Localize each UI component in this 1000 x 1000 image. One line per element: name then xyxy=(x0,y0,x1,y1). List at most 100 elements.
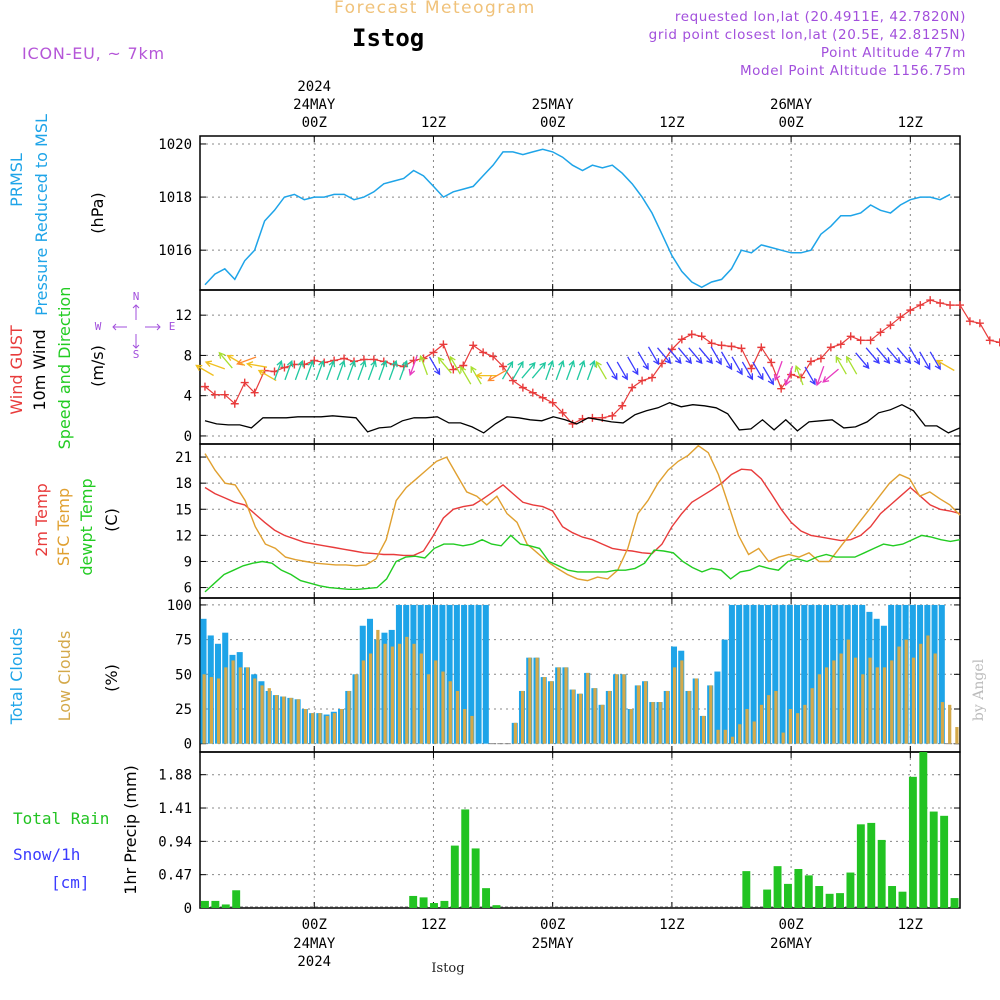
low-cloud-bar xyxy=(289,697,293,744)
low-cloud-bar xyxy=(875,667,879,744)
precip-bar xyxy=(888,886,897,908)
credit-label: by Angel xyxy=(971,658,987,721)
y-tick-label: 25 xyxy=(175,702,192,718)
precip-bar xyxy=(836,893,844,908)
low-cloud-bar xyxy=(332,713,337,744)
wind-speed-line xyxy=(204,402,961,434)
y-tick-label: 75 xyxy=(175,633,192,649)
low-cloud-bar xyxy=(738,724,742,744)
precip-bar xyxy=(742,871,751,908)
wind-direction-arrow xyxy=(487,370,507,382)
wind-direction-arrow xyxy=(195,364,214,377)
panel-0: 1016 1018 1020 xyxy=(158,135,961,291)
wind-direction-arrow xyxy=(815,365,825,387)
panel-1: 0 4 8 12 xyxy=(175,289,961,445)
wind-direction-arrow xyxy=(367,359,377,381)
wind-direction-arrow xyxy=(357,359,367,381)
wind-direction-arrow xyxy=(346,359,356,381)
wind-direction-arrow xyxy=(460,365,472,385)
top-date-label: 26MAY xyxy=(770,97,813,113)
precip-bar xyxy=(940,815,949,908)
wind-direction-arrow xyxy=(218,351,233,369)
top-hour-label: 00Z xyxy=(778,115,803,131)
low-cloud-bar xyxy=(463,708,467,744)
low-cloud-bar xyxy=(397,643,402,744)
precip-bar xyxy=(450,845,459,908)
wind-direction-arrow xyxy=(449,355,461,375)
low-cloud-bar xyxy=(600,704,604,744)
gust-marker xyxy=(777,384,786,393)
precip-bar xyxy=(471,848,480,908)
compass-e: E xyxy=(169,320,176,333)
gust-marker xyxy=(687,330,696,339)
wind-direction-arrow xyxy=(336,359,346,381)
gust-marker xyxy=(230,399,239,408)
gust-marker xyxy=(916,301,925,310)
gust-marker xyxy=(826,343,835,352)
low-cloud-bar xyxy=(318,713,322,744)
gust-marker xyxy=(747,364,756,373)
precip-bar xyxy=(461,809,470,908)
bottom-hour-label: 12Z xyxy=(659,917,684,933)
low-cloud-bar xyxy=(209,677,214,744)
gust-label: Wind GUST xyxy=(7,325,26,415)
total-cloud-bar xyxy=(859,604,866,744)
precip-bar xyxy=(877,839,886,908)
total-cloud-bar xyxy=(772,604,779,744)
gust-marker xyxy=(638,376,647,385)
temp-2m-label: 2m Temp xyxy=(32,483,51,557)
total-cloud-bar xyxy=(482,604,489,744)
total-cloud-bar xyxy=(765,604,772,744)
requested-coords: requested lon,lat (20.4911E, 42.7820N) xyxy=(674,9,966,25)
low-cloud-bar xyxy=(549,681,554,744)
gust-marker xyxy=(240,378,249,387)
low-cloud-bar xyxy=(911,657,916,744)
model-label: ICON-EU, ~ 7km xyxy=(22,44,165,63)
wind-direction-arrow xyxy=(876,347,891,365)
gust-marker xyxy=(727,342,736,351)
y-tick-label: 0.47 xyxy=(158,868,192,884)
dewpoint-line xyxy=(204,534,961,593)
total-cloud-bar xyxy=(794,604,801,744)
gust-marker xyxy=(697,332,706,341)
low-cloud-bar xyxy=(354,674,358,744)
top-hour-label: 12Z xyxy=(421,115,446,131)
temp-sfc-label: SFC Temp xyxy=(54,488,73,566)
y-tick-label: 1018 xyxy=(158,190,192,206)
gust-marker xyxy=(439,340,448,349)
wind-direction-arrow xyxy=(521,361,536,379)
wind-direction-arrow xyxy=(512,360,524,380)
wind-direction-arrow xyxy=(846,355,858,375)
low-cloud-bar xyxy=(745,708,749,744)
bottom-date-label: 25MAY xyxy=(532,936,575,952)
low-cloud-bar xyxy=(955,727,959,744)
gust-marker xyxy=(449,365,458,374)
low-cloud-bar xyxy=(730,736,735,744)
wind-direction-arrow xyxy=(773,360,783,382)
prmsl-line xyxy=(204,148,951,289)
y-tick-label: 0 xyxy=(184,901,192,917)
top-hour-label: 00Z xyxy=(540,115,565,131)
total-cloud-bar xyxy=(938,604,945,744)
low-cloud-bar xyxy=(615,674,619,744)
gust-marker xyxy=(816,354,825,363)
low-cloud-bar xyxy=(245,667,250,744)
total-cloud-bar xyxy=(736,604,743,744)
precip-bar xyxy=(908,776,917,908)
wind-direction-arrow xyxy=(531,361,547,379)
wind-direction-arrow xyxy=(935,359,955,372)
wind-direction-arrow xyxy=(204,360,226,370)
low-cloud-bar xyxy=(926,635,930,744)
gust-marker xyxy=(767,358,776,367)
wind-direction-arrow xyxy=(284,359,294,381)
low-cloud-bar xyxy=(890,660,894,744)
wind-direction-arrow xyxy=(896,347,912,365)
y-tick-label: 18 xyxy=(175,476,192,492)
low-cloud-bar xyxy=(919,643,923,744)
rain-label: Total Rain xyxy=(13,809,109,828)
low-cloud-bar xyxy=(390,646,394,744)
y-tick-label: 0.94 xyxy=(158,834,192,850)
low-cloud-bar xyxy=(825,667,829,744)
wind-direction-arrow xyxy=(226,354,246,367)
low-cloud-bar xyxy=(217,678,221,744)
